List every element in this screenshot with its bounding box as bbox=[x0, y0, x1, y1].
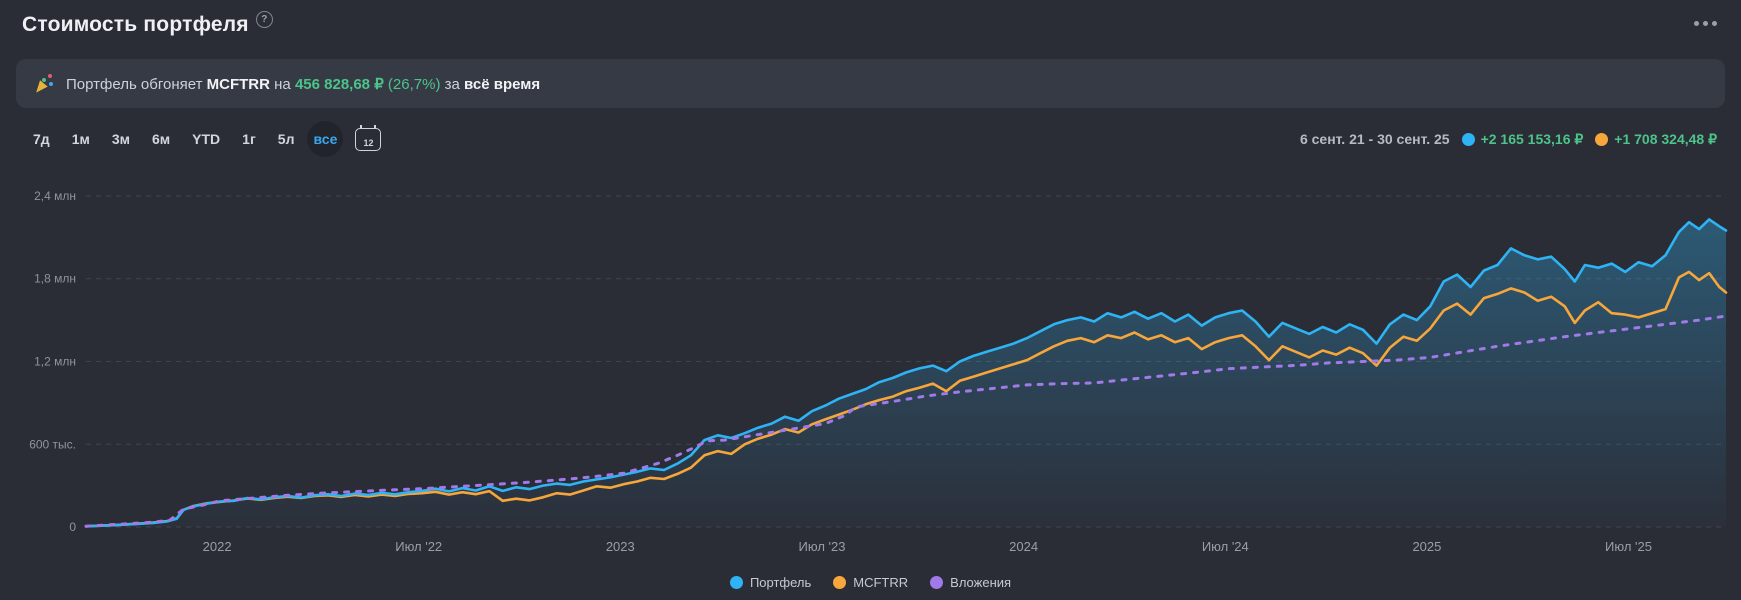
range-button-7d[interactable]: 7д bbox=[24, 123, 59, 155]
legend-dot-icon bbox=[930, 575, 944, 589]
banner-text: Портфель обгоняет MCFTRR на 456 828,68 ₽… bbox=[66, 75, 541, 93]
portfolio-total-value: +2 165 153,16 ₽ bbox=[1480, 130, 1584, 147]
banner-percent: (26,7%) bbox=[387, 75, 441, 93]
banner-amount: 456 828,68 ₽ bbox=[294, 75, 384, 93]
range-button-3m[interactable]: 3м bbox=[103, 123, 139, 155]
chart-area: 0 600 тыс. 1,2 млн 1,8 млн 2,4 млн 2022 Июл '2… bbox=[0, 158, 1741, 567]
legend-dot-icon bbox=[729, 575, 743, 589]
x-axis-tick-label: 2024 bbox=[1009, 539, 1038, 554]
y-axis-tick-label: 0 bbox=[69, 520, 76, 534]
y-axis-tick-label: 2,4 млн bbox=[34, 189, 76, 203]
range-info: 6 сент. 21 - 30 сент. 25 +2 165 153,16 ₽… bbox=[1300, 131, 1717, 148]
series-line-deposits bbox=[84, 314, 1728, 528]
panel-header: Стоимость портфеля ? bbox=[0, 0, 1741, 47]
legend-label: Портфель bbox=[749, 574, 812, 590]
x-axis-tick-label: Июл '23 bbox=[799, 539, 846, 554]
benchmark-total-value: +1 708 324,48 ₽ bbox=[1614, 130, 1717, 147]
x-axis-tick-label: 2023 bbox=[606, 539, 635, 554]
y-axis-tick-label: 1,2 млн bbox=[34, 355, 76, 369]
y-axis-tick-label: 1,8 млн bbox=[34, 272, 76, 286]
x-axis-tick-label: Июл '25 bbox=[1605, 539, 1652, 554]
legend-item-deposits[interactable]: Вложения bbox=[930, 575, 1011, 590]
range-button-1m[interactable]: 1м bbox=[63, 123, 99, 155]
help-icon[interactable]: ? bbox=[255, 11, 273, 28]
benchmark-dot-icon bbox=[1595, 132, 1609, 146]
date-range-label: 6 сент. 21 - 30 сент. 25 bbox=[1299, 131, 1450, 147]
legend-label: MCFTRR bbox=[853, 574, 909, 590]
chart-legend: Портфель MCFTRR Вложения bbox=[0, 567, 1741, 597]
banner-period: всё время bbox=[464, 75, 541, 93]
y-axis-tick-label: 600 тыс. bbox=[29, 437, 76, 451]
series-line-portfolio bbox=[84, 218, 1728, 528]
party-popper-icon bbox=[32, 73, 54, 96]
calendar-icon[interactable]: 12 bbox=[355, 124, 382, 151]
legend-dot-icon bbox=[833, 575, 847, 589]
more-menu-icon[interactable] bbox=[1692, 13, 1719, 34]
x-axis-tick-label: 2022 bbox=[203, 539, 232, 554]
chart-controls: 7д 1м 3м 6м YTD 1г 5л все 12 6 сент. 21 … bbox=[24, 121, 1717, 157]
x-axis-tick-label: 2025 bbox=[1412, 539, 1441, 554]
range-button-6m[interactable]: 6м bbox=[143, 123, 179, 155]
range-button-5y[interactable]: 5л bbox=[269, 123, 304, 155]
outperformance-banner: Портфель обгоняет MCFTRR на 456 828,68 ₽… bbox=[16, 59, 1725, 108]
range-selector: 7д 1м 3м 6м YTD 1г 5л все 12 bbox=[24, 121, 382, 157]
legend-item-portfolio[interactable]: Портфель bbox=[729, 574, 812, 590]
page-title: Стоимость портфеля bbox=[22, 13, 249, 36]
range-button-ytd[interactable]: YTD bbox=[183, 123, 229, 155]
range-button-1y[interactable]: 1г bbox=[233, 123, 265, 155]
portfolio-dot-icon bbox=[1461, 132, 1475, 146]
series-line-mcftrr bbox=[84, 270, 1728, 528]
legend-item-mcftrr[interactable]: MCFTRR bbox=[833, 575, 908, 590]
x-axis-tick-label: Июл '22 bbox=[395, 539, 442, 554]
range-button-all[interactable]: все bbox=[307, 121, 344, 157]
legend-label: Вложения bbox=[950, 574, 1012, 590]
banner-benchmark: MCFTRR bbox=[206, 75, 270, 93]
x-axis-tick-label: Июл '24 bbox=[1202, 539, 1249, 554]
portfolio-chart-svg[interactable]: 0 600 тыс. 1,2 млн 1,8 млн 2,4 млн 2022 Июл '2… bbox=[0, 158, 1741, 562]
benchmark-total: +1 708 324,48 ₽ bbox=[1595, 131, 1717, 148]
portfolio-total: +2 165 153,16 ₽ bbox=[1461, 130, 1584, 148]
